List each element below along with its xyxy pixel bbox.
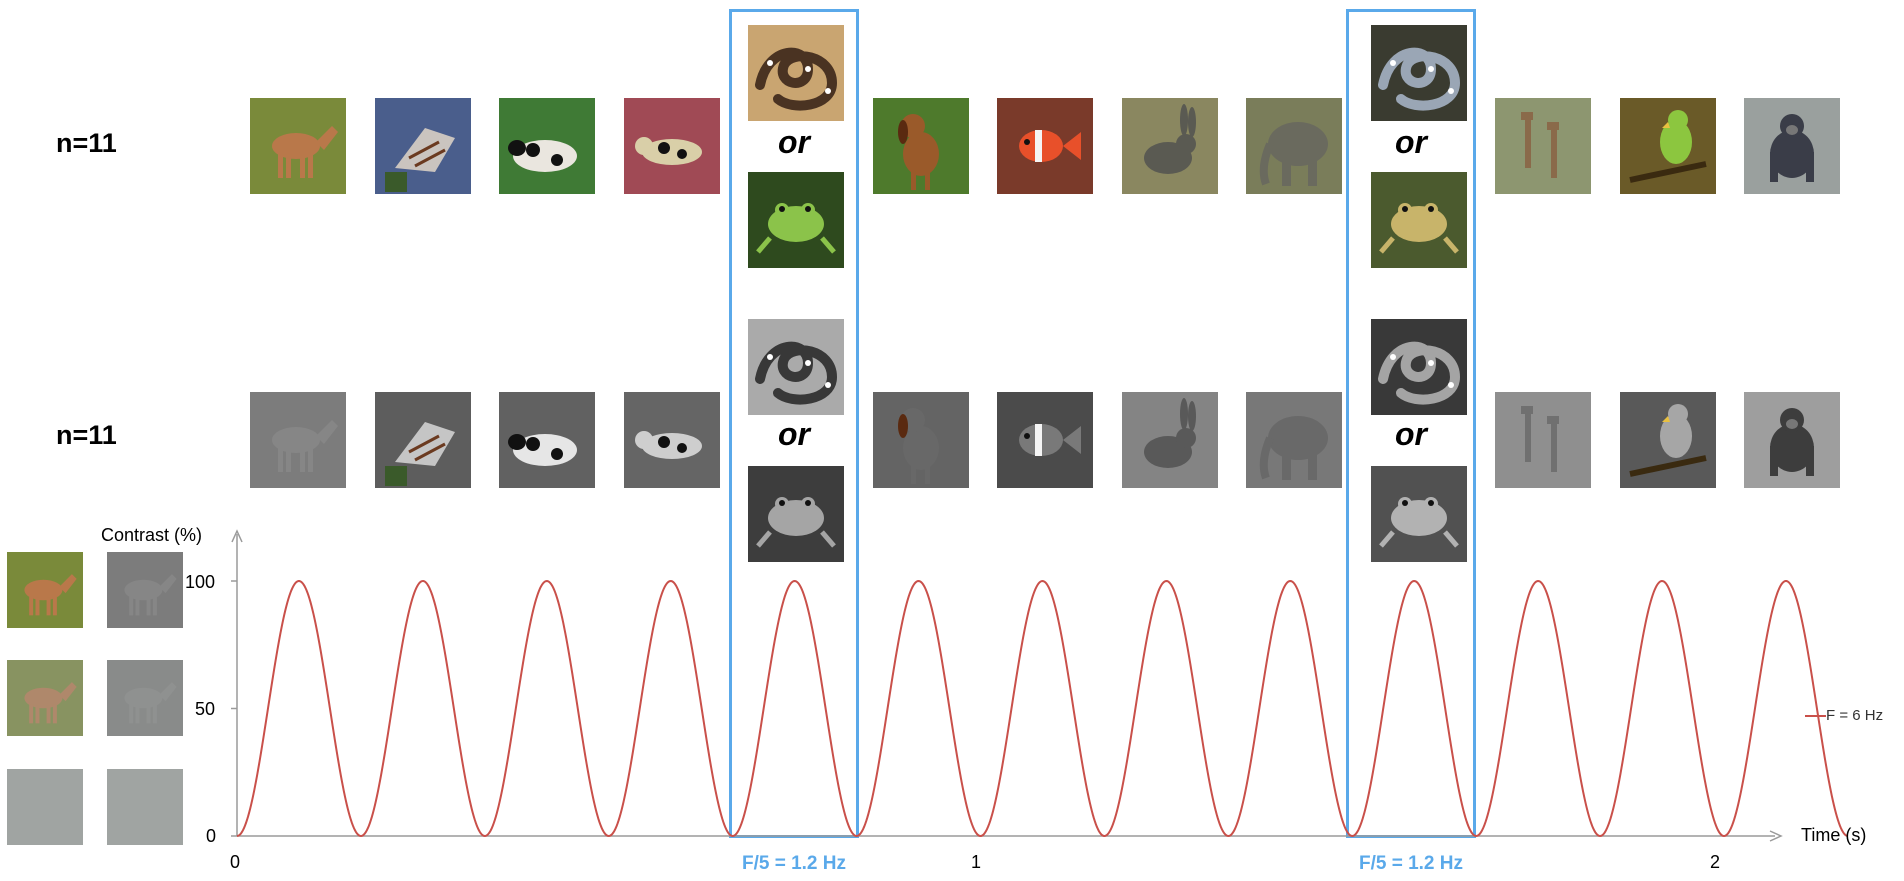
horse-base-image: [250, 392, 346, 488]
dog-icon: [873, 98, 969, 194]
or-label: or: [778, 416, 810, 452]
frog-target-image: [1371, 466, 1467, 562]
cow-base-image: [499, 392, 595, 488]
horse-icon: [250, 98, 346, 194]
fish-icon: [997, 98, 1093, 194]
contrast-swatch-50-color: [7, 660, 83, 736]
frog-target-image: [748, 466, 844, 562]
x-tick-label-2: 2: [1710, 852, 1721, 872]
x-axis-arrow: [1769, 830, 1783, 842]
rabbit-base-image: [1122, 392, 1218, 488]
butterfly-icon: [375, 392, 471, 488]
snake-icon: [1371, 319, 1467, 415]
snake-target-image: [1371, 25, 1467, 121]
dog-icon: [873, 392, 969, 488]
or-label: or: [1395, 416, 1427, 452]
chimp-icon: [1744, 392, 1840, 488]
frog-icon: [748, 172, 844, 268]
rabbit-icon: [1122, 98, 1218, 194]
cat-base-image: [624, 98, 720, 194]
fish-base-image: [997, 392, 1093, 488]
cow-icon: [499, 392, 595, 488]
butterfly-icon: [375, 98, 471, 194]
frog-icon: [1371, 466, 1467, 562]
or-label: or: [778, 124, 810, 160]
row-label-color: n=11: [56, 128, 117, 158]
contrast-swatch-100-color: [7, 552, 83, 628]
horse-icon: [250, 392, 346, 488]
cat-icon: [624, 98, 720, 194]
contrast-swatch-100-gray: [107, 552, 183, 628]
fish-icon: [997, 392, 1093, 488]
frog-target-image: [748, 172, 844, 268]
elephant-icon: [1246, 98, 1342, 194]
chimp-base-image: [1744, 98, 1840, 194]
snake-icon: [748, 319, 844, 415]
dog-base-image: [873, 98, 969, 194]
frog-target-image: [1371, 172, 1467, 268]
parrot-base-image: [1620, 98, 1716, 194]
cow-icon: [499, 98, 595, 194]
parrot-base-image: [1620, 392, 1716, 488]
butterfly-base-image: [375, 98, 471, 194]
giraffe-base-image: [1495, 98, 1591, 194]
contrast-sine-wave: [236, 579, 1849, 838]
y-axis-label: Contrast (%): [101, 525, 203, 545]
legend-entry-label: F = 6 Hz: [1826, 707, 1884, 724]
oddball-frequency-label: F/5 = 1.2 Hz: [1358, 853, 1464, 874]
row-label-gray: n=11: [56, 420, 117, 450]
frog-icon: [1371, 172, 1467, 268]
x-tick-label-1: 1: [971, 852, 982, 872]
cat-icon: [624, 392, 720, 488]
rabbit-icon: [1122, 392, 1218, 488]
snake-icon: [748, 25, 844, 121]
contrast-swatch-0-gray: [107, 769, 183, 845]
rabbit-base-image: [1122, 98, 1218, 194]
y-tick-label-0: 0: [206, 826, 217, 846]
snake-target-image: [748, 319, 844, 415]
fish-base-image: [997, 98, 1093, 194]
x-axis-label: Time (s): [1801, 825, 1867, 845]
dog-base-image: [873, 392, 969, 488]
frog-icon: [748, 466, 844, 562]
giraffe-base-image: [1495, 392, 1591, 488]
oddball-frequency-label: F/5 = 1.2 Hz: [741, 853, 847, 874]
elephant-base-image: [1246, 98, 1342, 194]
parrot-icon: [1620, 392, 1716, 488]
contrast-swatch-0-color: [7, 769, 83, 845]
elephant-base-image: [1246, 392, 1342, 488]
snake-icon: [1371, 25, 1467, 121]
cow-base-image: [499, 98, 595, 194]
chimp-base-image: [1744, 392, 1840, 488]
y-tick-label-50: 50: [195, 699, 216, 719]
elephant-icon: [1246, 392, 1342, 488]
giraffe-icon: [1495, 392, 1591, 488]
parrot-icon: [1620, 98, 1716, 194]
cat-base-image: [624, 392, 720, 488]
snake-target-image: [1371, 319, 1467, 415]
x-tick-label-0: 0: [230, 852, 241, 872]
y-axis-arrow: [231, 529, 243, 543]
horse-base-image: [250, 98, 346, 194]
butterfly-base-image: [375, 392, 471, 488]
contrast-swatch-50-gray: [107, 660, 183, 736]
snake-target-image: [748, 25, 844, 121]
chimp-icon: [1744, 98, 1840, 194]
y-tick-label-100: 100: [185, 572, 216, 592]
giraffe-icon: [1495, 98, 1591, 194]
or-label: or: [1395, 124, 1427, 160]
